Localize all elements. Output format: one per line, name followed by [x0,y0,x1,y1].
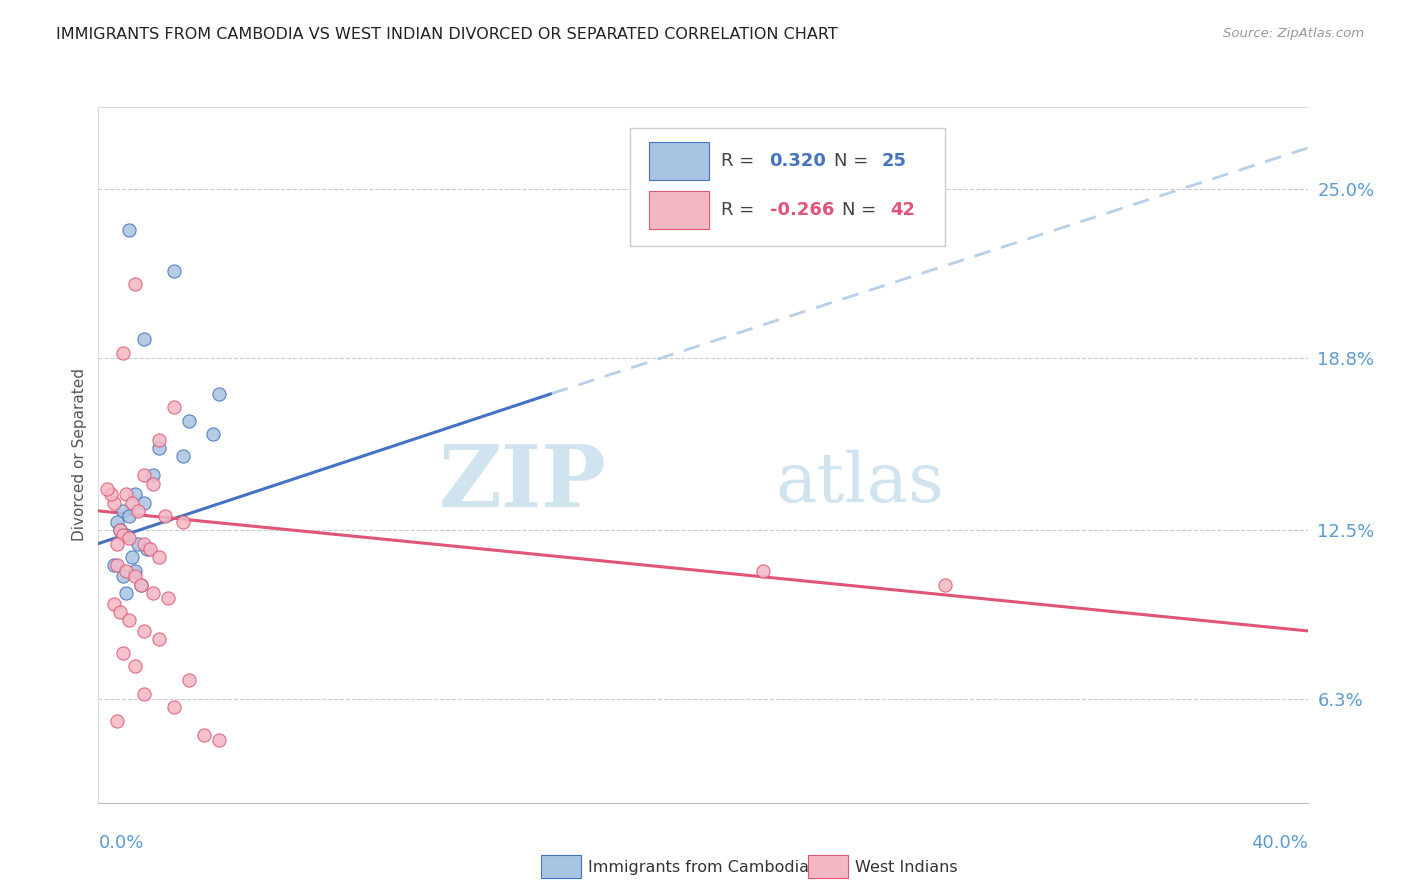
Text: 0.320: 0.320 [769,153,827,170]
Text: 42: 42 [890,201,915,219]
Point [148,433,170,447]
Point [124,564,146,578]
FancyBboxPatch shape [630,128,945,246]
Point [132,536,155,550]
Point [124,277,146,292]
Point [202,427,225,442]
Point [163,700,186,714]
Text: R =: R = [721,201,755,219]
Point [179,673,201,687]
Text: IMMIGRANTS FROM CAMBODIA VS WEST INDIAN DIVORCED OR SEPARATED CORRELATION CHART: IMMIGRANTS FROM CAMBODIA VS WEST INDIAN … [56,27,838,42]
Point [105,714,128,728]
Point [132,687,155,701]
Text: Source: ZipAtlas.com: Source: ZipAtlas.com [1223,27,1364,40]
Point [111,504,134,518]
Text: Immigrants from Cambodia: Immigrants from Cambodia [588,860,808,874]
Point [108,523,131,537]
Point [124,659,146,673]
Text: ZIP: ZIP [439,441,606,524]
Point [118,509,141,524]
Point [100,487,122,501]
Text: R =: R = [721,153,755,170]
Point [103,496,125,510]
Point [934,577,956,591]
Point [142,585,165,599]
Point [124,569,146,583]
Point [111,646,134,660]
Point [156,591,179,606]
Point [148,632,170,646]
Point [142,468,165,483]
FancyBboxPatch shape [648,191,709,228]
Point [118,613,141,627]
Point [114,564,136,578]
Point [148,441,170,455]
Point [114,487,136,501]
Text: atlas: atlas [776,450,945,516]
Point [105,558,128,573]
Text: -0.266: -0.266 [769,201,834,219]
Point [153,509,176,524]
Point [111,528,134,542]
Point [132,624,155,638]
Point [118,531,141,545]
Point [127,504,149,518]
Point [118,223,141,237]
Text: N =: N = [842,201,876,219]
Point [193,728,215,742]
Point [103,558,125,573]
Point [163,400,186,414]
Point [114,528,136,542]
Point [179,414,201,428]
Point [129,577,152,591]
Point [163,264,186,278]
Point [114,585,136,599]
Point [124,487,146,501]
Point [752,195,775,210]
Point [132,496,155,510]
Text: 0.0%: 0.0% [98,834,143,852]
Point [132,468,155,483]
Point [172,515,194,529]
Point [208,386,231,401]
Point [105,515,128,529]
Point [103,597,125,611]
Point [111,345,134,359]
Point [105,536,128,550]
Point [132,332,155,346]
Point [108,605,131,619]
Point [135,542,157,557]
Point [139,542,162,557]
Point [172,450,194,464]
Point [121,550,143,565]
Point [129,577,152,591]
Point [111,569,134,583]
FancyBboxPatch shape [648,142,709,180]
Point [752,564,775,578]
Text: 25: 25 [882,153,907,170]
Point [108,523,131,537]
Text: 40.0%: 40.0% [1251,834,1308,852]
Y-axis label: Divorced or Separated: Divorced or Separated [72,368,87,541]
Point [96,482,118,496]
Point [127,536,149,550]
Point [142,476,165,491]
Point [208,733,231,747]
Text: West Indians: West Indians [855,860,957,874]
Point [148,550,170,565]
Point [121,496,143,510]
Text: N =: N = [834,153,868,170]
